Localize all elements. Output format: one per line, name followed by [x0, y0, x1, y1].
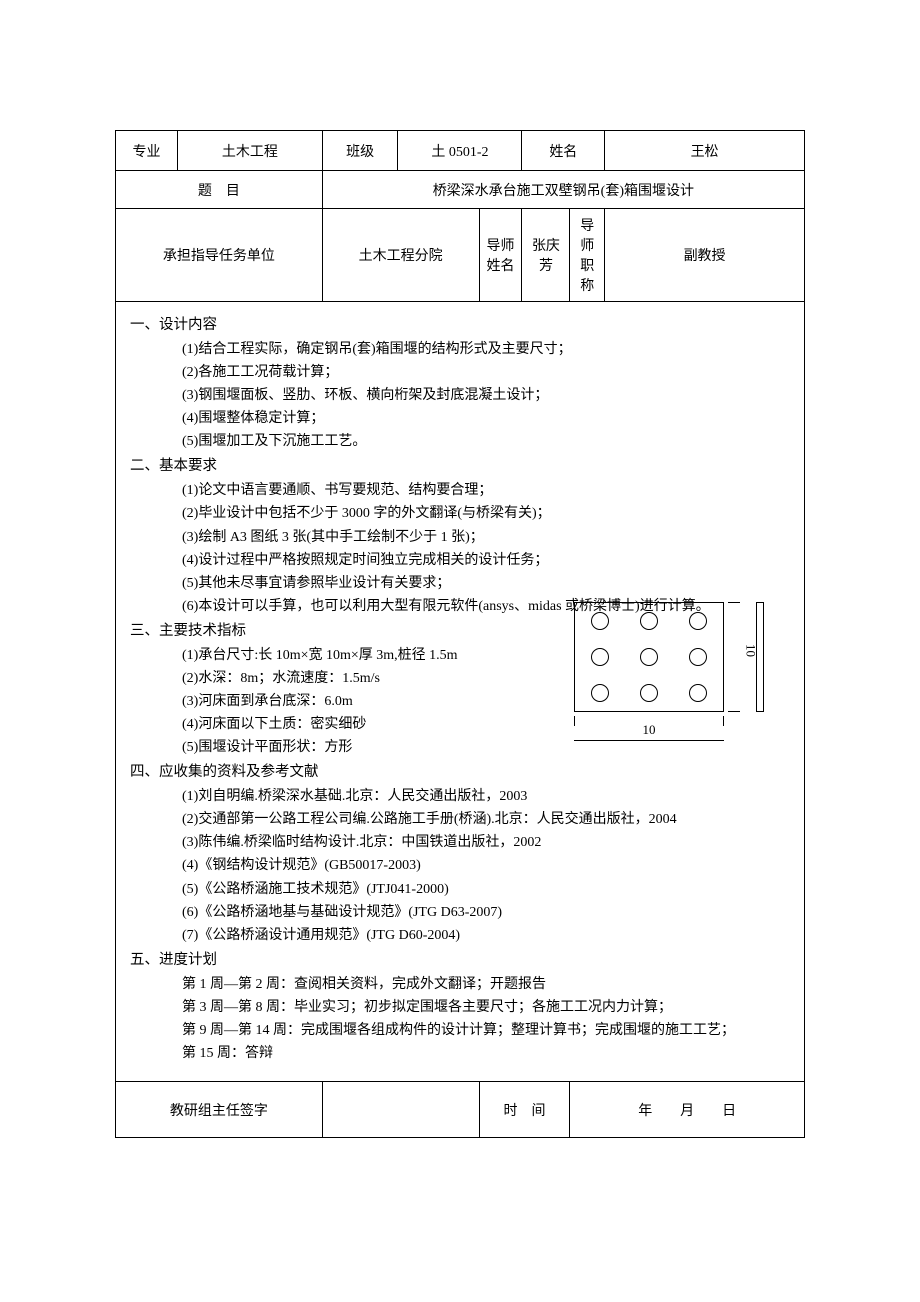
- s5-item: 第 1 周—第 2 周：查阅相关资料，完成外文翻译；开题报告: [130, 973, 790, 996]
- topic-label: 题 目: [116, 171, 323, 209]
- s2-item: (1)论文中语言要通顺、书写要规范、结构要合理；: [130, 479, 790, 502]
- s2-item: (5)其他未尽事宜请参照毕业设计有关要求；: [130, 572, 790, 595]
- pile-circle-icon: [640, 648, 658, 666]
- task-form-table: 专业 土木工程 班级 土 0501-2 姓名 王松 题 目 桥梁深水承台施工双壁…: [115, 130, 805, 1138]
- signature-blank: [322, 1082, 479, 1138]
- pile-circle-icon: [689, 612, 707, 630]
- s5-item: 第 9 周—第 14 周：完成围堰各组成构件的设计计算；整理计算书；完成围堰的施…: [130, 1019, 790, 1042]
- pile-circle-icon: [689, 648, 707, 666]
- dimension-bottom: 10: [574, 716, 724, 746]
- tutor-name-value: 张庆芳: [522, 209, 570, 302]
- tutor-title-label-l1: 导师: [574, 215, 600, 255]
- unit-value: 土木工程分院: [322, 209, 479, 302]
- tutor-title-label-l2: 职称: [574, 255, 600, 295]
- s5-item: 第 15 周：答辩: [130, 1042, 790, 1065]
- header-row: 专业 土木工程 班级 土 0501-2 姓名 王松: [116, 131, 805, 171]
- time-label: 时 间: [479, 1082, 570, 1138]
- s2-item: (2)毕业设计中包括不少于 3000 字的外文翻译(与桥梁有关)；: [130, 502, 790, 525]
- signature-label: 教研组主任签字: [116, 1082, 323, 1138]
- unit-row: 承担指导任务单位 土木工程分院 导师 姓名 张庆芳 导师 职称 副教授: [116, 209, 805, 302]
- class-label: 班级: [322, 131, 398, 171]
- name-value: 王松: [605, 131, 805, 171]
- class-value: 土 0501-2: [398, 131, 522, 171]
- tutor-name-label-l1: 导师: [484, 235, 518, 255]
- s1-item: (2)各施工工况荷载计算；: [130, 361, 790, 384]
- section-5-title: 五、进度计划: [130, 949, 790, 973]
- pile-circle-icon: [591, 684, 609, 702]
- pile-circle-icon: [689, 684, 707, 702]
- signature-row: 教研组主任签字 时 间 年 月 日: [116, 1082, 805, 1138]
- topic-value: 桥梁深水承台施工双壁钢吊(套)箱围堰设计: [322, 171, 804, 209]
- s4-item: (6)《公路桥涵地基与基础设计规范》(JTG D63-2007): [130, 901, 790, 924]
- s5-item: 第 3 周—第 8 周：毕业实习；初步拟定围堰各主要尺寸；各施工工况内力计算；: [130, 996, 790, 1019]
- tutor-name-label: 导师 姓名: [479, 209, 522, 302]
- pile-circle-icon: [591, 612, 609, 630]
- s4-item: (2)交通部第一公路工程公司编.公路施工手册(桥涵).北京：人民交通出版社，20…: [130, 808, 790, 831]
- tutor-title-label: 导师 职称: [570, 209, 605, 302]
- content-cell: 一、设计内容 (1)结合工程实际，确定钢吊(套)箱围堰的结构形式及主要尺寸； (…: [116, 302, 805, 1082]
- pile-circle-icon: [591, 648, 609, 666]
- s1-item: (4)围堰整体稳定计算；: [130, 407, 790, 430]
- s4-item: (7)《公路桥涵设计通用规范》(JTG D60-2004): [130, 924, 790, 947]
- s1-item: (3)钢围堰面板、竖肋、环板、横向桁架及封底混凝土设计；: [130, 384, 790, 407]
- tutor-title-value: 副教授: [605, 209, 805, 302]
- pile-circle-icon: [640, 684, 658, 702]
- name-label: 姓名: [522, 131, 605, 171]
- section-4-title: 四、应收集的资料及参考文献: [130, 761, 790, 785]
- tutor-name-label-l2: 姓名: [484, 255, 518, 275]
- s2-item: (3)绘制 A3 图纸 3 张(其中手工绘制不少于 1 张)；: [130, 526, 790, 549]
- pile-layout-box: [574, 602, 724, 712]
- plan-diagram: 10 10: [574, 602, 764, 752]
- unit-label: 承担指导任务单位: [116, 209, 323, 302]
- topic-row: 题 目 桥梁深水承台施工双壁钢吊(套)箱围堰设计: [116, 171, 805, 209]
- s4-item: (5)《公路桥涵施工技术规范》(JTJ041-2000): [130, 878, 790, 901]
- section-1-title: 一、设计内容: [130, 314, 790, 338]
- s4-item: (3)陈伟编.桥梁临时结构设计.北京：中国铁道出版社，2002: [130, 831, 790, 854]
- s1-item: (5)围堰加工及下沉施工工艺。: [130, 430, 790, 453]
- s1-item: (1)结合工程实际，确定钢吊(套)箱围堰的结构形式及主要尺寸；: [130, 338, 790, 361]
- dim-width-label: 10: [574, 719, 724, 740]
- s4-item: (1)刘自明编.桥梁深水基础.北京：人民交通出版社，2003: [130, 785, 790, 808]
- s2-item: (4)设计过程中严格按照规定时间独立完成相关的设计任务；: [130, 549, 790, 572]
- pile-circle-icon: [640, 612, 658, 630]
- topic-label-text: 题 目: [198, 184, 240, 199]
- s4-item: (4)《钢结构设计规范》(GB50017-2003): [130, 854, 790, 877]
- major-label: 专业: [116, 131, 178, 171]
- section-2-title: 二、基本要求: [130, 455, 790, 479]
- major-value: 土木工程: [178, 131, 323, 171]
- content-row: 一、设计内容 (1)结合工程实际，确定钢吊(套)箱围堰的结构形式及主要尺寸； (…: [116, 302, 805, 1082]
- date-value: 年 月 日: [570, 1082, 805, 1138]
